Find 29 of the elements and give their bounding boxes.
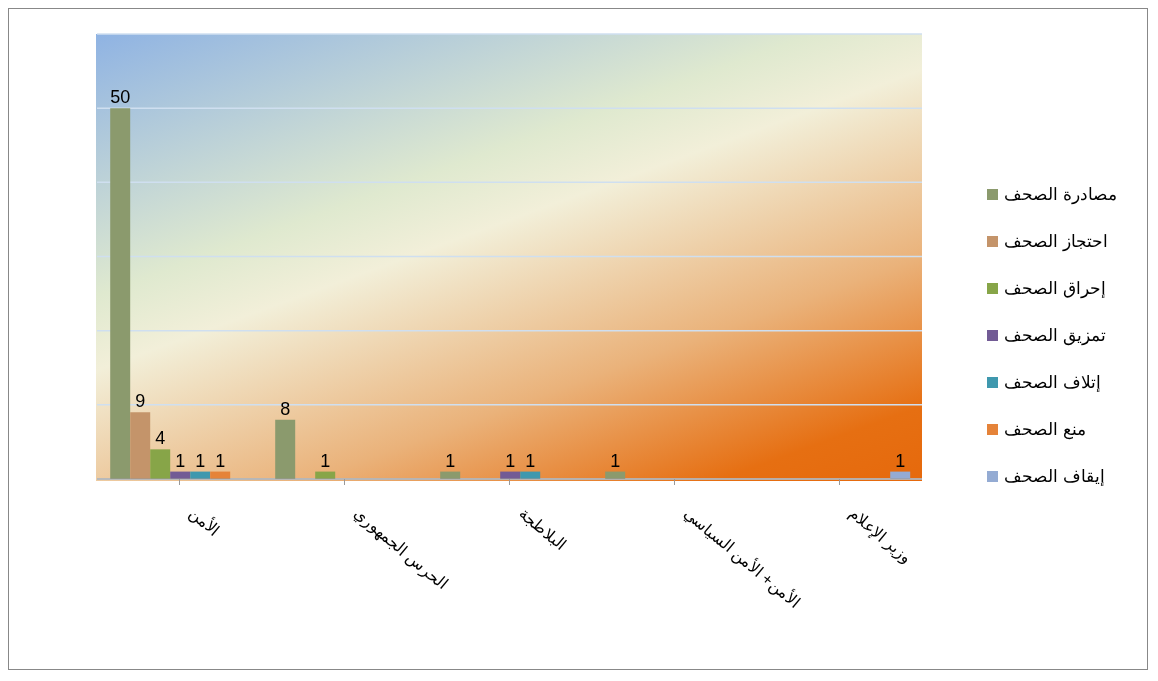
data-label: 1 [505,450,516,471]
legend-label: منع الصحف [1004,419,1086,440]
data-label: 1 [195,450,206,471]
data-label: 1 [215,450,226,471]
data-label: 1 [320,450,331,471]
legend-label: تمزيق الصحف [1004,325,1106,346]
x-tick-label: البلاطجة [515,504,570,554]
bar [110,108,131,479]
legend-label: احتجاز الصحف [1004,231,1108,252]
bar [150,449,171,479]
x-tick-label: الأمن [184,503,224,540]
legend-label: مصادرة الصحف [1004,184,1117,205]
bar [275,419,296,479]
legend-label: إيقاف الصحف [1004,466,1105,487]
data-label: 1 [445,450,456,471]
bar [130,412,151,479]
data-label: 8 [280,398,291,419]
data-label: 1 [610,450,621,471]
data-label: 4 [155,428,166,449]
data-label: 1 [895,450,906,471]
data-label: 50 [110,87,131,108]
data-label: 1 [525,450,536,471]
legend-label: إحراق الصحف [1004,278,1106,299]
data-label: 9 [135,391,146,412]
x-tick-label: الحرس الجمهوري [349,504,451,593]
x-tick-label: وزير الإعلام [844,504,916,568]
x-tick-label: الأمن+ الأمن السياسي [679,503,804,612]
legend-label: إتلاف الصحف [1004,372,1101,393]
data-label: 1 [175,450,186,471]
